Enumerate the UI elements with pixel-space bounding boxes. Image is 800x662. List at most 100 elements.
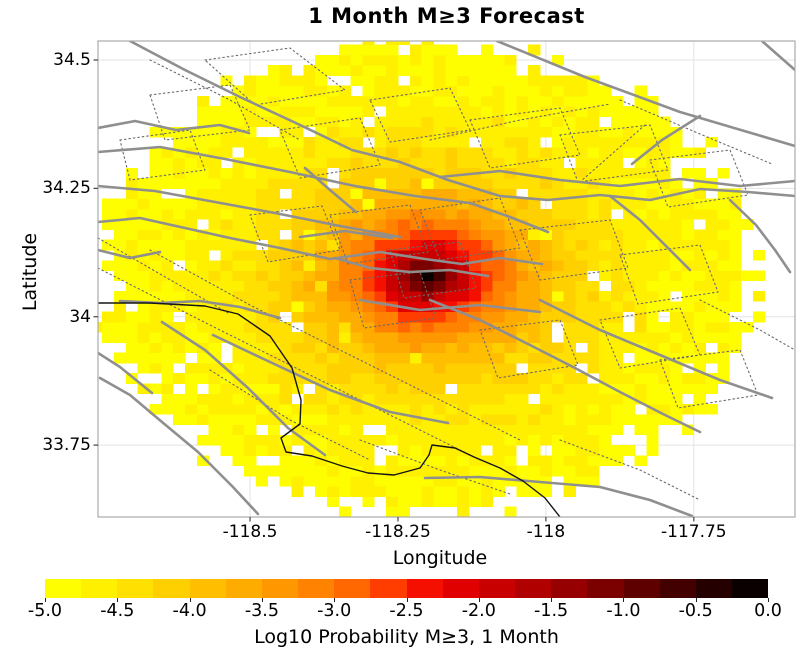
heat-cell <box>362 95 375 107</box>
heat-cell <box>350 65 363 76</box>
heat-cell <box>610 167 624 179</box>
heat-cell <box>646 198 659 210</box>
heat-cell <box>267 178 281 189</box>
heat-cell <box>599 373 612 384</box>
fault-trace-dotted <box>204 47 346 106</box>
heat-cell <box>599 95 612 107</box>
heat-cell <box>492 352 505 364</box>
heat-cell <box>279 465 292 477</box>
heat-cell <box>421 383 434 395</box>
heat-cell <box>433 424 446 436</box>
heat-cell <box>468 147 482 158</box>
heat-cell <box>528 321 541 333</box>
heat-cell <box>693 280 707 292</box>
heat-cell <box>255 414 269 425</box>
heat-cell <box>587 342 600 354</box>
heat-cell <box>634 383 647 395</box>
heat-cell <box>173 393 186 405</box>
heat-cell <box>232 198 245 210</box>
heat-cell <box>244 291 257 302</box>
heat-cell <box>149 147 162 158</box>
heat-cell <box>421 116 434 128</box>
heat-cell <box>622 188 636 200</box>
heat-cell <box>397 137 411 148</box>
heat-cell <box>255 229 269 241</box>
heat-cell <box>421 475 434 487</box>
fault-line <box>333 256 490 278</box>
heat-cell <box>717 239 730 251</box>
heat-cell <box>220 229 233 241</box>
heat-cell <box>492 291 505 302</box>
heat-cell <box>492 383 505 395</box>
heat-cell <box>255 85 269 97</box>
heat-cell <box>338 126 352 138</box>
heat-cell <box>551 342 565 354</box>
heat-cell <box>267 301 281 313</box>
heat-cell <box>551 301 565 313</box>
heat-cell <box>326 362 340 374</box>
heat-cell <box>279 404 292 415</box>
heat-cell <box>516 95 529 107</box>
colorbar-tickmark <box>261 598 263 602</box>
heat-cell <box>149 383 162 395</box>
heat-cell <box>338 352 352 364</box>
heat-cell <box>622 137 636 148</box>
heat-cell <box>587 414 600 425</box>
heat-cell <box>326 475 340 487</box>
heat-cell <box>267 249 281 261</box>
heat-cell <box>433 332 446 343</box>
heat-cell <box>386 414 399 425</box>
heat-cell <box>480 219 494 230</box>
colorbar-tickmark <box>189 598 191 602</box>
heat-cell <box>575 75 588 87</box>
heat-cell <box>315 342 328 354</box>
heat-cell <box>255 116 269 128</box>
colorbar-tick-label: -2.0 <box>461 601 496 621</box>
heat-cell <box>125 188 139 200</box>
heat-cell <box>622 373 636 384</box>
heat-cell <box>291 404 304 415</box>
heat-cell <box>386 373 399 384</box>
heat-cell <box>161 383 174 395</box>
heat-cell <box>433 137 446 148</box>
heat-cell <box>125 332 139 343</box>
heat-cell <box>468 188 482 200</box>
heat-cell <box>575 270 588 282</box>
heat-cell <box>409 75 423 87</box>
heat-cell <box>350 362 363 374</box>
heat-cell <box>125 321 139 333</box>
heat-cell <box>563 465 576 477</box>
heat-cell <box>350 219 363 230</box>
heat-cell <box>670 178 683 189</box>
heat-cell <box>693 362 707 374</box>
heat-cell <box>303 157 316 169</box>
heat-cell <box>634 188 647 200</box>
heat-cell <box>279 219 292 230</box>
heat-cell <box>137 270 150 282</box>
heat-cell <box>184 291 198 302</box>
heat-cell <box>516 219 529 230</box>
heat-cell <box>374 311 387 323</box>
heat-cell <box>457 373 470 384</box>
heat-cell <box>125 373 139 384</box>
heat-cell <box>362 383 375 395</box>
heat-cell <box>291 352 304 364</box>
heat-cell <box>303 178 316 189</box>
heat-cell <box>634 362 647 374</box>
heat-cell <box>563 95 576 107</box>
heat-cell <box>646 321 659 333</box>
heat-cell <box>551 455 565 467</box>
heat-cell <box>303 188 316 200</box>
heat-cell <box>646 167 659 179</box>
heat-cell <box>149 404 162 415</box>
heat-cell <box>184 270 198 282</box>
heat-cell <box>326 106 340 117</box>
heat-cell <box>421 44 434 56</box>
heat-cell <box>445 414 458 425</box>
heat-cell <box>267 157 281 169</box>
heat-cell <box>480 95 494 107</box>
heat-cell <box>137 239 150 251</box>
heat-cell <box>729 208 742 220</box>
heat-cell <box>409 178 423 189</box>
heat-cell <box>208 198 221 210</box>
